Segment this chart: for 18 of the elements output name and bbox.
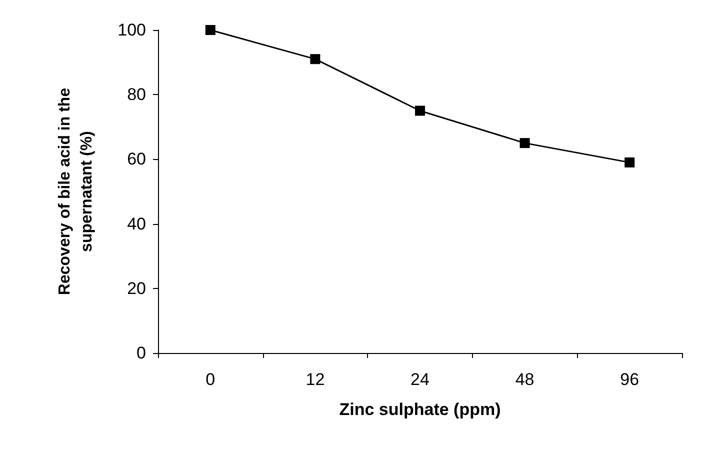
point [624, 157, 635, 168]
y-tick-label: 100 [118, 20, 146, 40]
point [415, 106, 425, 116]
y-tick-label: 40 [127, 214, 146, 234]
y-axis-title: Recovery of bile acid in the supernatant (%) [56, 88, 96, 296]
x-tick-label: 12 [306, 370, 325, 389]
y-tick-label: 80 [127, 85, 146, 104]
point [205, 25, 216, 35]
x-tick-label: 24 [410, 370, 430, 389]
point [520, 138, 530, 148]
x-tick-label: 96 [620, 370, 640, 389]
y-tick-label: 0 [136, 344, 146, 362]
y-tick-label: 20 [127, 278, 146, 298]
y-tick-label: 60 [127, 150, 146, 169]
x-tick-label: 0 [206, 370, 216, 389]
x-axis-title: Zinc sulphate (ppm) [339, 400, 501, 419]
x-tick-label: 48 [515, 370, 534, 389]
point [310, 54, 320, 64]
